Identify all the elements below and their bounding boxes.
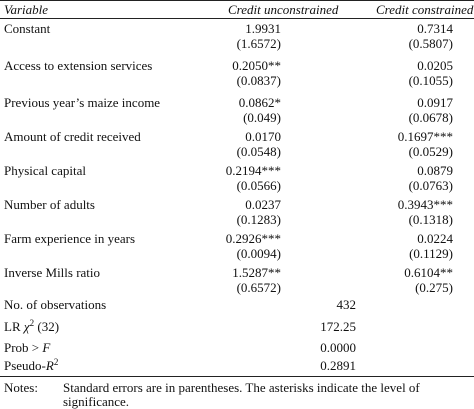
stat-value: 172.25	[320, 319, 356, 334]
coef-constrained: 0.0205	[417, 58, 453, 73]
se-unconstrained: (0.0566)	[236, 178, 281, 193]
se-constrained: (0.1055)	[408, 73, 453, 88]
row-label: Constant	[4, 21, 51, 36]
se-unconstrained: (1.6572)	[236, 36, 281, 51]
se-constrained: (0.0763)	[408, 178, 453, 193]
coef-unconstrained: 1.9931	[245, 21, 281, 36]
notes-line-2: significance.	[63, 394, 130, 409]
se-constrained: (0.5807)	[408, 36, 453, 51]
stat-value: 0.2891	[320, 358, 356, 373]
se-constrained: (0.0678)	[408, 110, 453, 125]
stat-label: No. of observations	[4, 297, 107, 312]
bottom-rule	[0, 376, 474, 377]
se-constrained: (0.1318)	[408, 212, 453, 227]
coef-constrained: 0.0917	[417, 95, 453, 110]
header-rule	[0, 18, 474, 19]
coef-unconstrained: 0.2050**	[232, 58, 281, 73]
coef-constrained: 0.0224	[417, 231, 453, 246]
coef-unconstrained: 0.0862*	[238, 95, 281, 110]
stat-value: 432	[336, 297, 357, 312]
row-label: Previous year’s maize income	[4, 95, 161, 110]
se-unconstrained: (0.6572)	[236, 280, 281, 295]
header-credit-unconstrained: Credit unconstrained	[228, 2, 339, 17]
coef-constrained: 0.0879	[417, 163, 453, 178]
row-label: Inverse Mills ratio	[4, 265, 101, 280]
se-constrained: (0.1129)	[409, 246, 453, 261]
row-label: Access to extension services	[4, 58, 153, 73]
se-unconstrained: (0.0094)	[236, 246, 281, 261]
coef-unconstrained: 1.5287**	[232, 265, 281, 280]
se-unconstrained: (0.0837)	[236, 73, 281, 88]
notes-line-1: Standard errors are in parentheses. The …	[63, 380, 420, 395]
se-unconstrained: (0.1283)	[236, 212, 281, 227]
coef-constrained: 0.7314	[417, 21, 453, 36]
se-unconstrained: (0.049)	[243, 110, 281, 125]
coef-constrained: 0.3943***	[397, 197, 453, 212]
stat-label: Prob > F	[4, 340, 51, 355]
row-label: Farm experience in years	[4, 231, 136, 246]
stat-value: 0.0000	[320, 340, 356, 355]
stat-label: Pseudo-R2	[4, 357, 59, 374]
coef-unconstrained: 0.2926***	[225, 231, 281, 246]
coef-unconstrained: 0.0170	[245, 129, 281, 144]
se-constrained: (0.0529)	[408, 144, 453, 159]
coef-constrained: 0.1697***	[397, 129, 453, 144]
top-rule	[0, 0, 474, 1]
se-constrained: (0.275)	[415, 280, 453, 295]
coef-constrained: 0.6104**	[404, 265, 453, 280]
header-variable: Variable	[4, 2, 49, 17]
coef-unconstrained: 0.2194***	[225, 163, 281, 178]
notes-prefix: Notes:	[4, 380, 38, 395]
row-label: Physical capital	[4, 163, 86, 178]
row-label: Number of adults	[4, 197, 95, 212]
stat-label: LR χ2 (32)	[4, 318, 60, 335]
header-credit-constrained: Credit constrained	[376, 2, 474, 17]
se-unconstrained: (0.0548)	[236, 144, 281, 159]
row-label: Amount of credit received	[4, 129, 141, 144]
coef-unconstrained: 0.0237	[245, 197, 281, 212]
